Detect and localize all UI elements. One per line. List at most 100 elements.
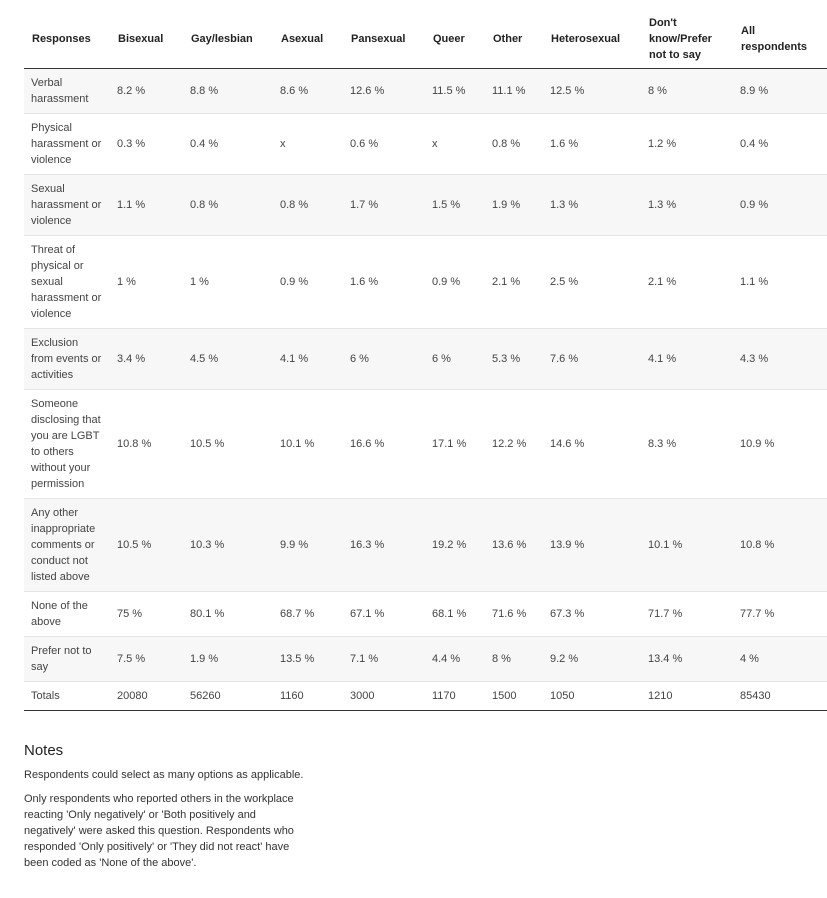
cell: 67.3 %	[543, 591, 641, 637]
notes-title: Notes	[24, 742, 64, 759]
cell: 1.6 %	[343, 235, 425, 329]
row-label: Threat of physical or sexual harassment …	[24, 235, 110, 329]
cell: 8 %	[485, 636, 543, 682]
cell: 0.8 %	[183, 174, 273, 236]
cell: 8.2 %	[110, 68, 183, 114]
table-container: Responses Bisexual Gay/lesbian Asexual Panse…	[24, 10, 827, 711]
cell: 10.8 %	[733, 498, 827, 592]
cell: 6 %	[425, 328, 485, 390]
column-header: Other	[485, 10, 543, 69]
row-label: Totals	[24, 681, 110, 711]
table-row: Someone disclosing that you are LGBT to …	[24, 389, 827, 499]
cell: 4.1 %	[273, 328, 343, 390]
cell: 13.5 %	[273, 636, 343, 682]
cell: 8.6 %	[273, 68, 343, 114]
row-label: Sexual harassment or violence	[24, 174, 110, 236]
cell: 80.1 %	[183, 591, 273, 637]
cell: 4 %	[733, 636, 827, 682]
cell: 1 %	[183, 235, 273, 329]
cell: 1.7 %	[343, 174, 425, 236]
cell: 17.1 %	[425, 389, 485, 499]
column-header: All respondents	[733, 10, 827, 69]
cell: 16.6 %	[343, 389, 425, 499]
cell: 9.2 %	[543, 636, 641, 682]
cell: 71.6 %	[485, 591, 543, 637]
cell: 12.2 %	[485, 389, 543, 499]
column-header: Bisexual	[110, 10, 183, 69]
cell: x	[425, 113, 485, 175]
cell: 71.7 %	[641, 591, 733, 637]
cell: 11.5 %	[425, 68, 485, 114]
cell: 6 %	[343, 328, 425, 390]
cell: 1.2 %	[641, 113, 733, 175]
cell: 77.7 %	[733, 591, 827, 637]
note-paragraph: Respondents could select as many options…	[24, 769, 304, 781]
cell: 1.6 %	[543, 113, 641, 175]
cell: 10.3 %	[183, 498, 273, 592]
table-row: Sexual harassment or violence 1.1 % 0.8 % 0…	[24, 174, 827, 236]
row-label: Physical harassment or violence	[24, 113, 110, 175]
cell: 12.6 %	[343, 68, 425, 114]
cell: 10.5 %	[183, 389, 273, 499]
cell: 1.9 %	[485, 174, 543, 236]
table-row: None of the above 75 % 80.1 % 68.7 % 67.1 % 6…	[24, 591, 827, 637]
cell: 1210	[641, 681, 733, 711]
table-body: Verbal harassment 8.2 % 8.8 % 8.6 % 12.6 % 11…	[24, 68, 827, 711]
cell: 20080	[110, 681, 183, 711]
cell: 85430	[733, 681, 827, 711]
column-header: Heterosexual	[543, 10, 641, 69]
cell: 1.3 %	[543, 174, 641, 236]
cell: 1.1 %	[733, 235, 827, 329]
table-row: Exclusion from events or activities 3.4 %…	[24, 328, 827, 390]
column-header: Pansexual	[343, 10, 425, 69]
table-row: Threat of physical or sexual harassment …	[24, 235, 827, 329]
cell: 7.6 %	[543, 328, 641, 390]
cell: 0.8 %	[273, 174, 343, 236]
table-row: Totals 20080 56260 1160 3000 1170 1500 1050 1210…	[24, 681, 827, 711]
row-label: Verbal harassment	[24, 68, 110, 114]
cell: 5.3 %	[485, 328, 543, 390]
cell: 10.1 %	[641, 498, 733, 592]
cell: 13.9 %	[543, 498, 641, 592]
cell: 56260	[183, 681, 273, 711]
cell: 8.8 %	[183, 68, 273, 114]
cell: 10.1 %	[273, 389, 343, 499]
cell: 8 %	[641, 68, 733, 114]
cell: 1.3 %	[641, 174, 733, 236]
cell: 0.3 %	[110, 113, 183, 175]
column-header: Asexual	[273, 10, 343, 69]
cell: 2.1 %	[641, 235, 733, 329]
cell: 19.2 %	[425, 498, 485, 592]
cell: 7.5 %	[110, 636, 183, 682]
column-header: Queer	[425, 10, 485, 69]
cell: 1050	[543, 681, 641, 711]
cell: 1.9 %	[183, 636, 273, 682]
column-header: Responses	[24, 10, 110, 69]
cell: 9.9 %	[273, 498, 343, 592]
cell: 3.4 %	[110, 328, 183, 390]
cell: 8.9 %	[733, 68, 827, 114]
cell: 0.9 %	[273, 235, 343, 329]
row-label: Someone disclosing that you are LGBT to …	[24, 389, 110, 499]
column-header: Don't know/Prefer not to say	[641, 10, 733, 69]
cell: 16.3 %	[343, 498, 425, 592]
row-label: Exclusion from events or activities	[24, 328, 110, 390]
cell: 1160	[273, 681, 343, 711]
row-label: None of the above	[24, 591, 110, 637]
column-header: Gay/lesbian	[183, 10, 273, 69]
cell: 11.1 %	[485, 68, 543, 114]
cell: 1 %	[110, 235, 183, 329]
notes: Notes Respondents could select as many o…	[24, 742, 309, 879]
cell: 7.1 %	[343, 636, 425, 682]
cell: 10.8 %	[110, 389, 183, 499]
cell: 1.5 %	[425, 174, 485, 236]
cell: 0.6 %	[343, 113, 425, 175]
table-row: Physical harassment or violence 0.3 % 0.4 …	[24, 113, 827, 175]
cell: 4.5 %	[183, 328, 273, 390]
cell: 2.5 %	[543, 235, 641, 329]
cell: 1.1 %	[110, 174, 183, 236]
cell: 68.1 %	[425, 591, 485, 637]
cell: 13.6 %	[485, 498, 543, 592]
cell: 0.9 %	[733, 174, 827, 236]
